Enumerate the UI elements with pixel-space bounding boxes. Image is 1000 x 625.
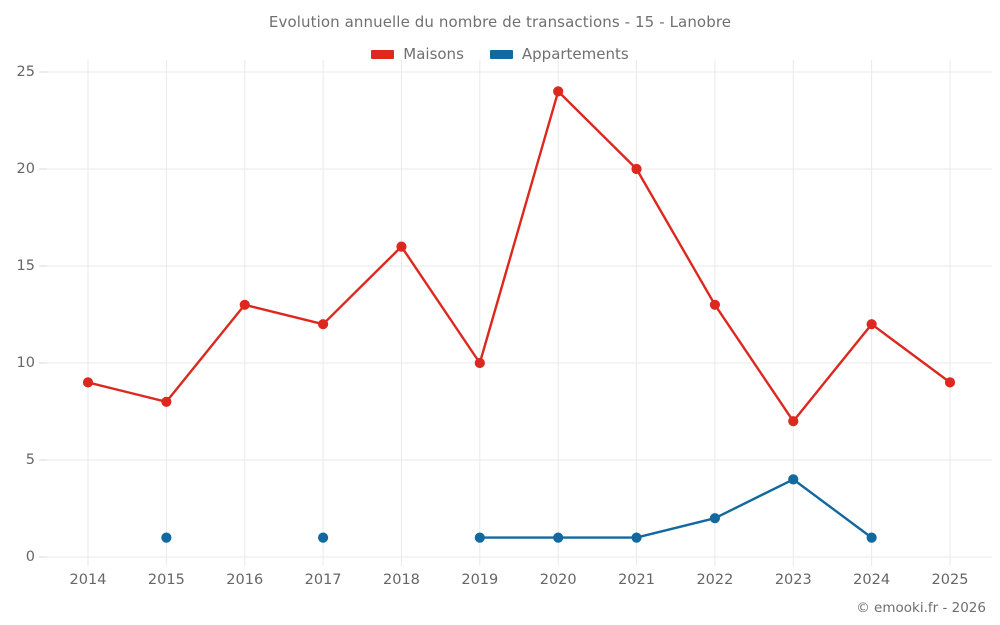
y-axis-label-10: 10: [16, 355, 35, 371]
data-point-maisons-2024[interactable]: [866, 319, 877, 330]
legend-label-appartements: Appartements: [521, 45, 629, 63]
data-point-maisons-2021[interactable]: [631, 163, 642, 175]
data-point-appartements-2023[interactable]: [788, 474, 799, 485]
x-axis-label-2018: 2018: [383, 572, 420, 588]
series-maisons: [82, 86, 956, 427]
legend-swatch-appartements: [489, 49, 513, 59]
chart-legend: Maisons Appartements: [0, 45, 1000, 63]
series-appartements: [161, 474, 877, 543]
data-point-maisons-2022[interactable]: [709, 299, 721, 310]
legend-item-appartements[interactable]: Appartements: [489, 45, 629, 63]
data-point-maisons-2018[interactable]: [396, 241, 407, 252]
y-axis-label-5: 5: [25, 452, 35, 468]
y-axis-label-15: 15: [16, 258, 35, 274]
y-axis-label-0: 0: [25, 549, 35, 565]
x-axis-label-2019: 2019: [461, 572, 499, 588]
data-point-maisons-2016[interactable]: [239, 299, 250, 310]
x-axis-label-2024: 2024: [853, 572, 891, 588]
y-axis-label-25: 25: [16, 64, 35, 80]
data-point-appartements-2022[interactable]: [709, 513, 721, 524]
data-point-maisons-2017[interactable]: [317, 319, 329, 330]
x-axis-label-2016: 2016: [226, 572, 264, 588]
legend-item-maisons[interactable]: Maisons: [371, 45, 464, 63]
x-axis-label-2025: 2025: [931, 572, 969, 588]
data-point-appartements-2020[interactable]: [553, 532, 564, 543]
legend-swatch-maisons: [371, 49, 395, 59]
data-point-maisons-2019[interactable]: [474, 357, 485, 369]
x-axis-label-2022: 2022: [696, 572, 734, 588]
data-point-appartements-2021[interactable]: [631, 532, 642, 543]
data-point-maisons-2015[interactable]: [161, 396, 172, 407]
chart-title: Evolution annuelle du nombre de transact…: [268, 13, 732, 31]
footer-credit: © emooki.fr - 2026: [856, 600, 986, 616]
x-axis-label-2017: 2017: [304, 572, 342, 588]
data-point-appartements-2015[interactable]: [161, 532, 172, 543]
grid-lines: [39, 60, 992, 566]
data-point-maisons-2023[interactable]: [788, 416, 799, 427]
data-point-maisons-2020[interactable]: [553, 86, 564, 97]
x-axis-label-2020: 2020: [539, 572, 577, 588]
y-axis-label-20: 20: [16, 161, 35, 177]
x-axis-label-2015: 2015: [147, 572, 185, 588]
data-point-maisons-2025[interactable]: [944, 377, 956, 388]
series-line-appartements: [478, 478, 873, 539]
data-point-appartements-2024[interactable]: [866, 532, 877, 543]
x-axis-label-2014: 2014: [69, 572, 107, 588]
data-point-appartements-2019[interactable]: [474, 532, 485, 543]
series-line-maisons: [86, 90, 952, 423]
data-point-appartements-2017[interactable]: [317, 532, 329, 543]
x-axis-label-2023: 2023: [774, 572, 812, 588]
x-axis-label-2021: 2021: [618, 572, 655, 588]
data-point-maisons-2014[interactable]: [82, 377, 94, 388]
legend-label-maisons: Maisons: [403, 45, 464, 63]
